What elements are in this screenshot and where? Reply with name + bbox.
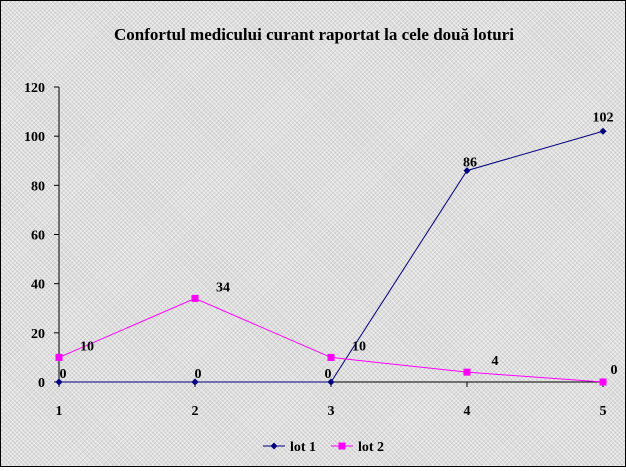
legend-marker xyxy=(270,442,278,450)
data-label-lot2: 0 xyxy=(611,363,618,378)
y-tick-label: 0 xyxy=(38,376,45,391)
x-tick-label: 1 xyxy=(56,404,63,419)
data-label-lot2: 4 xyxy=(492,354,499,369)
data-label-lot1: 0 xyxy=(195,367,202,382)
data-label-lot2: 10 xyxy=(352,339,366,354)
data-label-lot2: 10 xyxy=(80,339,94,354)
data-point-lot2 xyxy=(327,353,335,361)
y-tick-label: 60 xyxy=(31,229,45,244)
data-point-lot1 xyxy=(55,378,63,386)
data-label-lot1: 86 xyxy=(463,156,477,171)
legend-label: lot 1 xyxy=(290,440,316,455)
y-tick-label: 100 xyxy=(24,130,45,145)
legend-marker xyxy=(338,442,346,450)
series-line-1 xyxy=(59,130,604,383)
data-label-lot1: 0 xyxy=(60,367,67,382)
data-label-lot2: 34 xyxy=(216,280,230,295)
y-tick-label: 20 xyxy=(31,327,45,342)
data-label-lot1: 102 xyxy=(593,110,614,125)
x-tick-label: 4 xyxy=(464,404,471,419)
data-point-lot1 xyxy=(599,127,607,135)
data-point-lot1 xyxy=(191,378,199,386)
data-point-lot2 xyxy=(599,378,607,386)
data-point-lot1 xyxy=(327,378,335,386)
y-tick-label: 120 xyxy=(24,81,45,96)
data-point-lot1 xyxy=(463,167,471,175)
chart-title: Confortul medicului curant raportat la c… xyxy=(114,25,514,44)
data-point-lot2 xyxy=(463,368,471,376)
x-tick-label: 5 xyxy=(600,404,607,419)
y-tick-label: 80 xyxy=(31,179,45,194)
data-label-lot1: 0 xyxy=(325,367,332,382)
data-point-lot2 xyxy=(191,294,199,302)
legend-label: lot 2 xyxy=(358,440,384,455)
x-tick-label: 3 xyxy=(328,404,335,419)
data-point-lot2 xyxy=(55,353,63,361)
y-tick-label: 40 xyxy=(31,278,45,293)
x-tick-label: 2 xyxy=(192,404,199,419)
